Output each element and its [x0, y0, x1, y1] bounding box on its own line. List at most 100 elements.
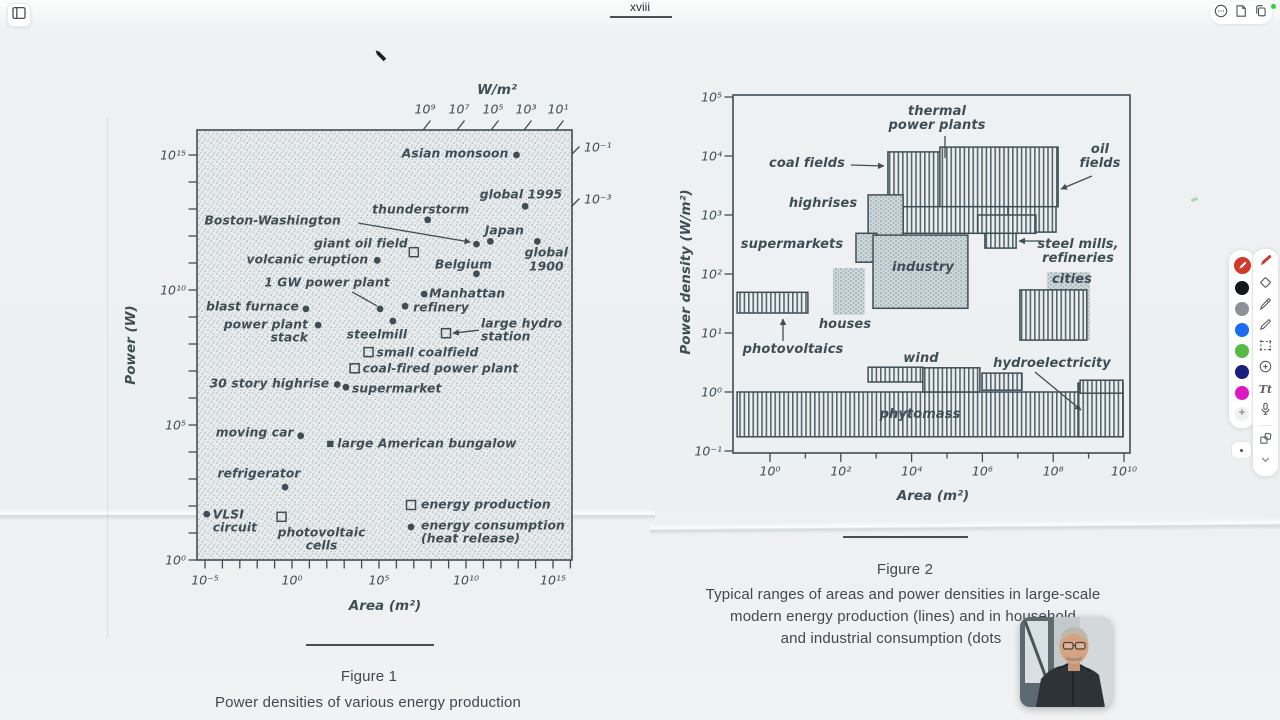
fig1-point-label: Japan — [484, 223, 524, 238]
collapse-toolbar-button[interactable] — [1256, 453, 1275, 470]
select-tool-button[interactable] — [1256, 339, 1275, 356]
fig1-point-label: refinery — [413, 300, 470, 315]
highlighter-tool-button[interactable] — [1256, 297, 1275, 314]
fig2-region-wind-b — [922, 367, 981, 393]
add-color-button[interactable]: + — [1235, 407, 1249, 421]
fig1-top-tick-label: 10³ — [515, 101, 537, 117]
fig2-region-steel-mills-refineries — [984, 232, 1017, 249]
fig1-caption-rule — [306, 644, 434, 646]
fig2-region-label: photovoltaics — [742, 341, 844, 357]
fig1-point-label: large hydro station — [480, 316, 563, 345]
color-swatch-green[interactable] — [1235, 344, 1249, 358]
fig1-point-label: small coalfield — [376, 345, 479, 360]
webcam-overlay[interactable] — [1020, 617, 1112, 707]
fig1-top-tick-label: 10⁵ — [482, 101, 504, 117]
color-swatch-black[interactable] — [1235, 281, 1249, 295]
highlighter-icon — [1258, 296, 1273, 316]
fig1-point-label: 1 GW power plant — [264, 275, 390, 290]
fig1-legend-label: energy consumption (heat release) — [421, 518, 565, 546]
fig1-x-tick-label: 10⁻⁵ — [191, 572, 219, 588]
microphone-tool-button[interactable] — [1256, 402, 1275, 419]
eraser-tool-button[interactable] — [1256, 276, 1275, 293]
fig1-point-label: refrigerator — [217, 466, 301, 481]
color-swatch-red[interactable] — [1233, 257, 1251, 274]
fig1-top-tick-label: 10⁷ — [448, 101, 470, 117]
fig1-x-tick-label: 10⁰ — [281, 572, 303, 588]
fig2-region-highrises — [867, 194, 904, 239]
toolbar-divider — [1259, 425, 1272, 426]
paper-crease-right — [649, 518, 1280, 535]
fig2-x-tick-label: 10⁰ — [759, 463, 781, 479]
copy-pages-button[interactable] — [1252, 4, 1270, 22]
fig2-region-photovoltaics — [736, 291, 809, 314]
fig2-x-tick-label: 10¹⁰ — [1111, 463, 1137, 479]
fig2-region-label: steel mills, refineries — [1037, 236, 1119, 266]
fig2-region-thermal-power-plants-a — [887, 151, 1057, 233]
fig2-region-label: oil fields — [1079, 141, 1121, 171]
shapes-tool-button[interactable] — [1256, 432, 1275, 449]
fig1-point-label: Boston-Washington — [204, 213, 341, 228]
fig2-region-label: cities — [1052, 271, 1092, 287]
shapes-icon — [1258, 431, 1273, 451]
text-tool-button[interactable]: Tt — [1256, 381, 1275, 398]
more-options-button[interactable] — [1212, 4, 1230, 22]
fig2-y-tick-label: 10⁵ — [701, 89, 722, 105]
palette-handle[interactable] — [1231, 441, 1252, 459]
color-swatch-magenta[interactable] — [1235, 386, 1249, 400]
color-swatch-navy[interactable] — [1235, 365, 1249, 379]
sidebar-toggle-icon — [10, 4, 28, 27]
chevron-down-icon — [1258, 452, 1273, 472]
fig2-region-cities-hydro-hatch — [1019, 289, 1088, 341]
pen-tool-button[interactable] — [1256, 255, 1275, 272]
fig1-x-axis-title: Area (m²) — [348, 598, 422, 614]
fig1-point-label: photovoltaic cells — [277, 525, 366, 553]
fig1-right-tick-label: 10⁻¹ — [584, 139, 612, 155]
fig2-region-label: industry — [892, 259, 954, 275]
handle-dot-icon — [1240, 448, 1243, 452]
text-tool-icon: Tt — [1258, 383, 1273, 396]
fig1-point-label: Manhattan — [429, 286, 506, 301]
copy-pages-icon — [1253, 3, 1269, 24]
fig2-region-phytomass — [736, 391, 1124, 438]
sidebar-toggle-button[interactable] — [7, 3, 31, 27]
microphone-icon — [1258, 401, 1273, 421]
fig1-point-label: supermarket — [351, 381, 442, 396]
fig1-y-tick-label: 10¹⁰ — [160, 282, 186, 298]
fig1-point-label: blast furnace — [205, 299, 299, 314]
fig2-region-label: highrises — [788, 195, 858, 211]
annotation-toolbar: Tt — [1252, 248, 1279, 477]
fig1-y-axis-title: Power (W) — [123, 305, 139, 385]
fig1-point-label: global 1900 — [524, 246, 569, 274]
pencil-tool-button[interactable] — [1256, 318, 1275, 335]
fig1-x-tick-label: 10¹⁵ — [540, 572, 566, 588]
fig1-point-label: thunderstorm — [372, 202, 470, 217]
fig2-x-axis-title: Area (m²) — [896, 488, 970, 504]
fig1-point-label: steelmill — [346, 327, 408, 342]
fig1-point-label: moving car — [215, 425, 294, 440]
zoom-tool-button[interactable] — [1256, 360, 1275, 377]
fig1-caption-line: Power densities of various energy produc… — [215, 694, 521, 711]
fig2-caption-line2: modern energy production (lines) and in … — [730, 608, 1076, 625]
fig2-region-wind-c — [981, 372, 1023, 391]
color-swatch-gray[interactable] — [1235, 302, 1249, 316]
fig1-x-tick-label: 10¹⁰ — [453, 572, 479, 588]
fig1-top-tick-label: 10¹ — [547, 101, 569, 117]
fig2-y-tick-label: 10² — [701, 266, 722, 282]
selection-rect-icon — [1258, 338, 1273, 358]
pen-icon — [1258, 253, 1273, 273]
fig2-region-label: supermarkets — [740, 236, 844, 252]
fig2-y-tick-label: 10⁴ — [701, 148, 722, 164]
fig1-point-label: Asian monsoon — [401, 146, 509, 161]
color-swatch-blue[interactable] — [1235, 323, 1249, 337]
fig2-region-thermal-power-plants-d — [977, 214, 1037, 235]
fig2-y-axis-title: Power density (W/m²) — [678, 189, 694, 355]
fig1-caption-title: Figure 1 — [340, 668, 398, 685]
fig1-x-tick-label: 10⁵ — [368, 572, 390, 588]
fig1-point-label: volcanic eruption — [246, 252, 369, 267]
fig2-caption-line3: and industrial consumption (dots — [780, 630, 1002, 647]
document-button[interactable] — [1232, 4, 1250, 22]
fig1-point-label: power plant stack — [223, 317, 309, 346]
fig1-point-label: large American bungalow — [337, 436, 517, 451]
fig2-x-tick-label: 10² — [830, 463, 852, 479]
